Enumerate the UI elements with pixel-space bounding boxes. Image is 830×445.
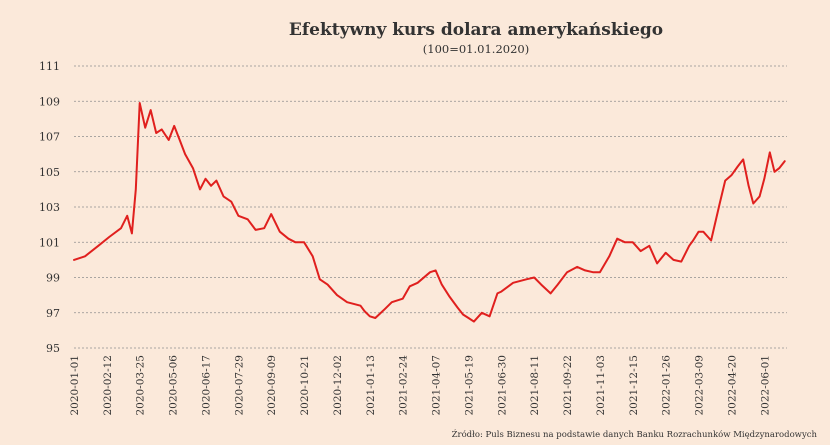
x-tick-label: 2020-05-06 xyxy=(168,355,180,416)
x-tick-label: 2022-03-09 xyxy=(694,355,706,416)
x-tick-label: 2021-05-19 xyxy=(463,355,475,416)
x-tick-label: 2022-04-20 xyxy=(726,355,738,416)
x-tick-label: 2020-09-09 xyxy=(266,355,278,416)
x-tick-label: 2021-01-13 xyxy=(365,355,377,416)
x-tick-label: 2020-03-25 xyxy=(135,355,147,416)
x-tick-label: 2021-02-24 xyxy=(398,355,410,416)
y-tick-label: 95 xyxy=(46,342,60,355)
x-tick-label: 2021-08-11 xyxy=(529,355,541,416)
x-tick-label: 2022-06-01 xyxy=(759,355,771,416)
x-axis-ticks: 2020-01-01 2020-02-12 2020-03-25 2020-05-06… xyxy=(69,355,771,416)
x-tick-label: 2020-02-12 xyxy=(102,355,114,416)
x-tick-label: 2021-11-03 xyxy=(595,355,607,416)
x-tick-label: 2022-01-26 xyxy=(661,355,673,416)
x-tick-label: 2020-07-29 xyxy=(233,355,245,416)
y-tick-label: 97 xyxy=(46,307,60,320)
y-tick-label: 107 xyxy=(39,131,60,144)
x-tick-label: 2021-12-15 xyxy=(628,355,640,416)
y-tick-label: 111 xyxy=(39,60,60,73)
source-note: Źródło: Puls Biznesu na podstawie danych… xyxy=(452,428,818,440)
chart-title: Efektywny kurs dolara amerykańskiego xyxy=(289,20,663,40)
y-tick-label: 99 xyxy=(46,272,60,285)
y-tick-label: 109 xyxy=(39,95,60,108)
x-tick-label: 2021-09-22 xyxy=(562,355,574,416)
y-axis-ticks: 95 97 99 101 103 105 107 109 111 xyxy=(39,60,60,355)
x-tick-label: 2020-01-01 xyxy=(69,355,81,416)
chart-subtitle: (100=01.01.2020) xyxy=(423,42,529,56)
x-tick-label: 2021-06-30 xyxy=(496,355,508,416)
x-tick-label: 2020-06-17 xyxy=(200,355,212,416)
series-line xyxy=(73,102,786,323)
grid-lines xyxy=(74,65,787,349)
y-tick-label: 103 xyxy=(39,201,60,214)
y-tick-label: 105 xyxy=(39,166,60,179)
x-tick-label: 2020-10-21 xyxy=(299,355,311,416)
y-tick-label: 101 xyxy=(39,236,60,249)
series-layer xyxy=(73,102,786,323)
x-tick-label: 2020-12-02 xyxy=(332,355,344,416)
x-tick-label: 2021-04-07 xyxy=(431,355,443,416)
